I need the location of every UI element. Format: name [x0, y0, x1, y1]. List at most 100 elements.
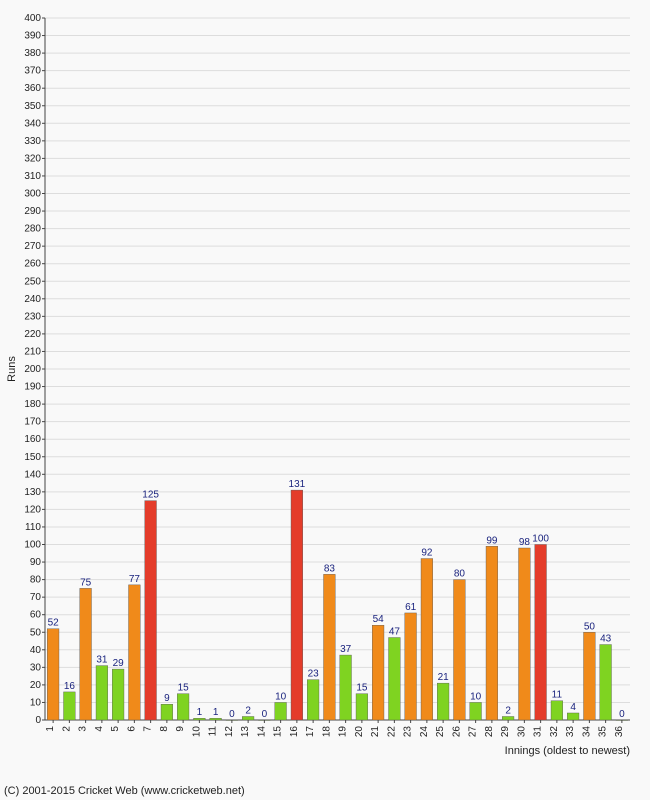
bar-value-label: 43	[600, 634, 612, 645]
x-tick-label: 3	[78, 726, 89, 732]
bar-value-label: 0	[262, 709, 268, 720]
chart-container: 0102030405060708090100110120130140150160…	[0, 0, 650, 800]
bar	[502, 716, 514, 720]
bar-value-label: 21	[438, 672, 450, 683]
x-tick-label: 26	[451, 726, 462, 738]
x-tick-label: 17	[305, 726, 316, 738]
bar-value-label: 2	[245, 705, 251, 716]
y-tick-label: 280	[24, 224, 41, 235]
y-tick-label: 330	[24, 136, 41, 147]
bar	[112, 669, 124, 720]
x-tick-label: 29	[500, 726, 511, 738]
bar-value-label: 9	[164, 693, 170, 704]
bar-value-label: 92	[421, 548, 433, 559]
x-tick-label: 10	[191, 726, 202, 738]
x-tick-label: 14	[256, 726, 267, 738]
x-tick-label: 8	[159, 726, 170, 732]
y-tick-label: 230	[24, 311, 41, 322]
bar	[535, 545, 547, 721]
x-axis-label: Innings (oldest to newest)	[505, 745, 630, 757]
x-tick-label: 5	[110, 726, 121, 732]
bar-value-label: 61	[405, 602, 417, 613]
y-tick-label: 140	[24, 469, 41, 480]
y-tick-label: 160	[24, 434, 41, 445]
y-tick-label: 190	[24, 382, 41, 393]
y-tick-label: 400	[24, 13, 41, 24]
x-tick-label: 27	[468, 726, 479, 738]
bar-value-label: 15	[356, 683, 368, 694]
x-tick-label: 22	[386, 726, 397, 738]
bar	[340, 655, 352, 720]
y-tick-label: 250	[24, 276, 41, 287]
y-tick-label: 180	[24, 399, 41, 410]
bar-value-label: 37	[340, 644, 352, 655]
x-tick-label: 23	[403, 726, 414, 738]
bar	[145, 501, 157, 720]
bar-value-label: 2	[505, 705, 511, 716]
bar	[372, 625, 384, 720]
bar	[177, 694, 189, 720]
bar-value-label: 83	[324, 563, 336, 574]
bar	[129, 585, 141, 720]
y-tick-label: 10	[30, 697, 42, 708]
y-tick-label: 310	[24, 171, 41, 182]
bar	[64, 692, 76, 720]
bar-value-label: 31	[96, 655, 108, 666]
bar-value-label: 16	[64, 681, 76, 692]
y-tick-label: 100	[24, 540, 41, 551]
bar	[421, 559, 433, 720]
x-tick-label: 7	[143, 726, 154, 732]
y-tick-label: 320	[24, 153, 41, 164]
bar-value-label: 50	[584, 621, 596, 632]
bar	[291, 490, 303, 720]
x-tick-label: 35	[598, 726, 609, 738]
bar-value-label: 52	[48, 618, 60, 629]
x-tick-label: 28	[484, 726, 495, 738]
y-tick-label: 220	[24, 329, 41, 340]
x-tick-label: 18	[321, 726, 332, 738]
y-tick-label: 30	[30, 662, 42, 673]
bar-value-label: 131	[289, 479, 306, 490]
y-tick-label: 50	[30, 627, 42, 638]
x-tick-label: 30	[516, 726, 527, 738]
bar-value-label: 11	[552, 690, 563, 701]
x-tick-label: 1	[45, 726, 56, 732]
x-tick-label: 2	[61, 726, 72, 732]
bar-value-label: 4	[570, 702, 576, 713]
y-tick-label: 300	[24, 189, 41, 200]
bar	[389, 638, 401, 720]
x-tick-label: 36	[614, 726, 625, 738]
bar-value-label: 100	[532, 534, 549, 545]
y-tick-label: 380	[24, 48, 41, 59]
y-tick-label: 340	[24, 118, 41, 129]
x-tick-label: 25	[435, 726, 446, 738]
y-tick-label: 360	[24, 83, 41, 94]
bar	[307, 680, 319, 720]
bar	[470, 702, 482, 720]
bar	[275, 702, 287, 720]
bar-value-label: 0	[619, 709, 625, 720]
x-tick-label: 32	[549, 726, 560, 738]
y-axis-label: Runs	[6, 356, 18, 382]
y-tick-label: 390	[24, 31, 41, 42]
x-tick-label: 16	[289, 726, 300, 738]
bar	[454, 580, 466, 720]
y-tick-label: 350	[24, 101, 41, 112]
bar-value-label: 10	[275, 691, 287, 702]
y-tick-label: 200	[24, 364, 41, 375]
y-tick-label: 80	[30, 575, 42, 586]
bar-value-label: 99	[486, 535, 498, 546]
bar	[161, 704, 173, 720]
y-tick-label: 40	[30, 645, 42, 656]
copyright-text: (C) 2001-2015 Cricket Web (www.cricketwe…	[4, 785, 245, 797]
y-tick-label: 120	[24, 504, 41, 515]
bar-value-label: 15	[178, 683, 190, 694]
bar	[584, 632, 596, 720]
bar	[356, 694, 368, 720]
bar	[486, 546, 498, 720]
y-tick-label: 150	[24, 452, 41, 463]
x-tick-label: 33	[565, 726, 576, 738]
x-tick-label: 31	[533, 726, 544, 738]
bar-value-label: 10	[470, 691, 482, 702]
bar-value-label: 23	[308, 669, 320, 680]
